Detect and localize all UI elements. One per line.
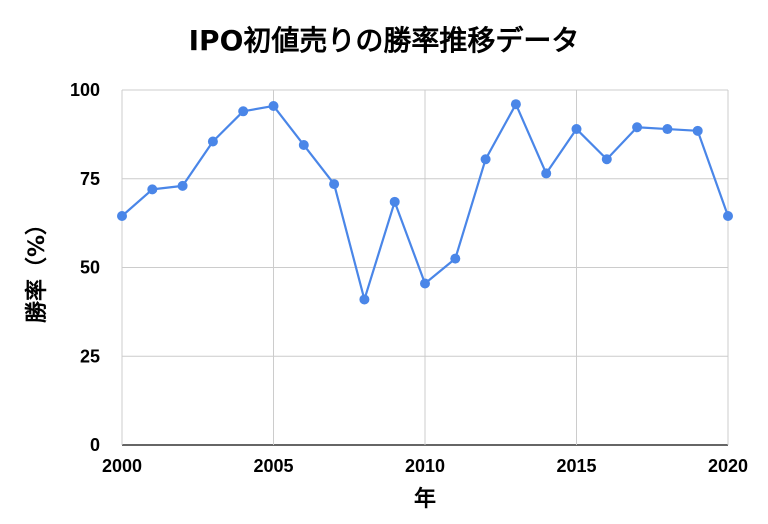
- data-point-2006: [298, 140, 309, 151]
- y-tick-label-25: 25: [80, 346, 100, 366]
- series-layer: [117, 99, 733, 305]
- y-tick-label-75: 75: [80, 169, 100, 189]
- data-point-2001: [147, 184, 158, 195]
- data-point-2018: [662, 124, 673, 135]
- data-point-2014: [541, 168, 552, 179]
- x-tick-label-2005: 2005: [253, 456, 293, 476]
- data-point-2019: [692, 125, 703, 136]
- chart-title: IPO初値売りの勝率推移データ: [189, 24, 580, 57]
- data-point-2013: [510, 99, 521, 110]
- data-point-2004: [238, 106, 249, 117]
- data-point-2011: [450, 253, 461, 264]
- y-tick-label-50: 50: [80, 258, 100, 278]
- x-tick-label-2010: 2010: [405, 456, 445, 476]
- y-tick-label-100: 100: [70, 80, 100, 100]
- x-tick-label-2020: 2020: [708, 456, 748, 476]
- data-point-2017: [632, 122, 643, 133]
- gridlines: [121, 89, 729, 446]
- data-point-2007: [329, 179, 340, 190]
- data-point-2002: [177, 180, 188, 191]
- x-axis-label: 年: [414, 486, 436, 512]
- data-point-2003: [207, 136, 218, 147]
- data-point-2010: [420, 278, 430, 289]
- data-point-2000: [117, 211, 127, 222]
- y-tick-label-0: 0: [90, 435, 100, 455]
- x-tick-label-2015: 2015: [556, 456, 596, 476]
- x-tick-label-2000: 2000: [102, 456, 142, 476]
- data-point-2015: [571, 124, 582, 135]
- tick-labels: 0 25 50 75 100 2000 2005 2010 2015 2020: [70, 80, 748, 476]
- data-point-2005: [268, 100, 279, 111]
- data-point-2016: [601, 154, 612, 165]
- data-point-2008: [359, 294, 370, 305]
- data-point-2009: [389, 196, 400, 207]
- data-point-2020: [723, 211, 733, 222]
- data-point-2012: [480, 154, 491, 165]
- y-axis-label: 勝率（%）: [24, 213, 50, 323]
